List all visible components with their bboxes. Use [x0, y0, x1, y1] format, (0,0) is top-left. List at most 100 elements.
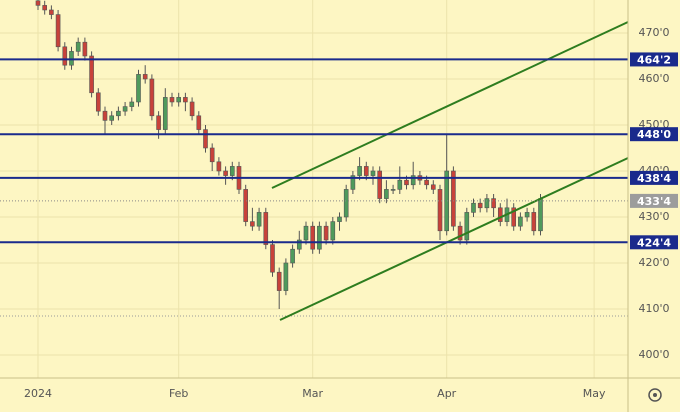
- icon-center: [653, 393, 657, 397]
- candle-body: [471, 202, 476, 213]
- settings-icon[interactable]: [648, 388, 662, 402]
- candle-body: [384, 189, 389, 199]
- candle-body: [49, 9, 54, 15]
- candle-body: [518, 216, 523, 227]
- x-tick-label: Apr: [437, 387, 457, 400]
- candle-body: [69, 51, 74, 66]
- level-box: [630, 170, 678, 185]
- candle-body: [55, 14, 61, 48]
- level-label: 438'4: [637, 172, 671, 185]
- candle-body: [223, 170, 228, 176]
- candle-body: [196, 115, 202, 130]
- candle-body: [491, 198, 496, 209]
- candle-body: [404, 179, 409, 186]
- candle-body: [176, 97, 182, 103]
- candle-body: [464, 212, 470, 241]
- level-label: 424'4: [637, 236, 671, 249]
- overlay: [0, 58, 628, 244]
- candle-body: [457, 225, 463, 241]
- candle-body: [290, 248, 295, 264]
- y-tick-label: 430'0: [638, 210, 669, 223]
- candle-body: [477, 202, 483, 209]
- candle-body: [209, 147, 215, 163]
- candle-body: [296, 239, 302, 250]
- candle-body: [390, 189, 396, 191]
- candle-body: [149, 78, 155, 117]
- candle-body: [263, 212, 269, 245]
- candle-body: [129, 101, 135, 107]
- candle-body: [203, 129, 208, 149]
- candle-body: [377, 170, 383, 199]
- level-label: 464'2: [637, 53, 671, 66]
- level-label: 448'0: [637, 128, 671, 141]
- trend-line: [271, 21, 629, 189]
- candle-body: [189, 101, 195, 117]
- y-tick-label: 400'0: [638, 348, 669, 361]
- candle-body: [437, 189, 443, 232]
- candle-body: [323, 225, 329, 241]
- x-tick-label: Mar: [302, 387, 323, 400]
- candle-body: [350, 175, 356, 190]
- candle-body: [276, 271, 282, 291]
- candle-body: [497, 207, 503, 222]
- candle-body: [95, 92, 101, 112]
- level-box: [630, 52, 678, 67]
- icon-ring: [648, 388, 662, 402]
- candle-body: [337, 216, 342, 222]
- candle-body: [524, 212, 530, 218]
- candle-body: [256, 212, 262, 227]
- candle-body: [169, 97, 175, 103]
- last-price-box: [630, 193, 678, 208]
- candle-body: [102, 110, 108, 121]
- candle-body: [89, 55, 94, 94]
- candle-body: [303, 225, 309, 241]
- candle-body: [511, 207, 517, 227]
- candle-body: [538, 198, 543, 232]
- candle-body: [484, 198, 490, 209]
- candle-body: [82, 41, 88, 57]
- trend-line: [279, 157, 629, 321]
- candle-body: [343, 189, 349, 218]
- candle-body: [122, 106, 128, 112]
- candle-body: [370, 170, 376, 176]
- candle-body: [142, 74, 148, 80]
- candle-body: [531, 212, 537, 232]
- candle-body: [183, 97, 188, 103]
- candle-body: [162, 97, 168, 130]
- y-tick-label: 470'0: [638, 26, 669, 39]
- candle-body: [270, 244, 275, 273]
- candle-body: [75, 41, 81, 52]
- candle-body: [216, 161, 222, 172]
- y-tick-label: 410'0: [638, 302, 669, 315]
- x-tick-label: 2024: [24, 387, 52, 400]
- candle-body: [283, 262, 289, 291]
- last-price-label: 433'4: [637, 195, 671, 208]
- candle-body: [424, 179, 429, 186]
- candle-body: [310, 225, 316, 250]
- candle-body: [62, 46, 68, 66]
- candle-body: [116, 110, 121, 117]
- x-tick-label: Feb: [169, 387, 188, 400]
- candle-body: [363, 166, 369, 176]
- candle-body: [42, 5, 47, 11]
- candle-body: [451, 170, 456, 227]
- candle-body: [35, 0, 41, 6]
- candle-body: [250, 221, 255, 227]
- candle-body: [397, 179, 403, 190]
- candle-body: [444, 170, 450, 232]
- candle-body: [330, 221, 336, 241]
- x-tick-label: May: [583, 387, 606, 400]
- axes: 400'0410'0420'0430'0440'0450'0460'0470'0…: [24, 26, 678, 400]
- candle-body: [317, 225, 322, 250]
- candle-body: [229, 166, 235, 176]
- candle-body: [243, 189, 249, 222]
- candle-body: [136, 74, 141, 103]
- level-box: [630, 235, 678, 250]
- candle-body: [430, 184, 436, 190]
- candle-body: [109, 115, 115, 121]
- y-tick-label: 420'0: [638, 256, 669, 269]
- candles: [35, 0, 543, 309]
- level-box: [630, 127, 678, 142]
